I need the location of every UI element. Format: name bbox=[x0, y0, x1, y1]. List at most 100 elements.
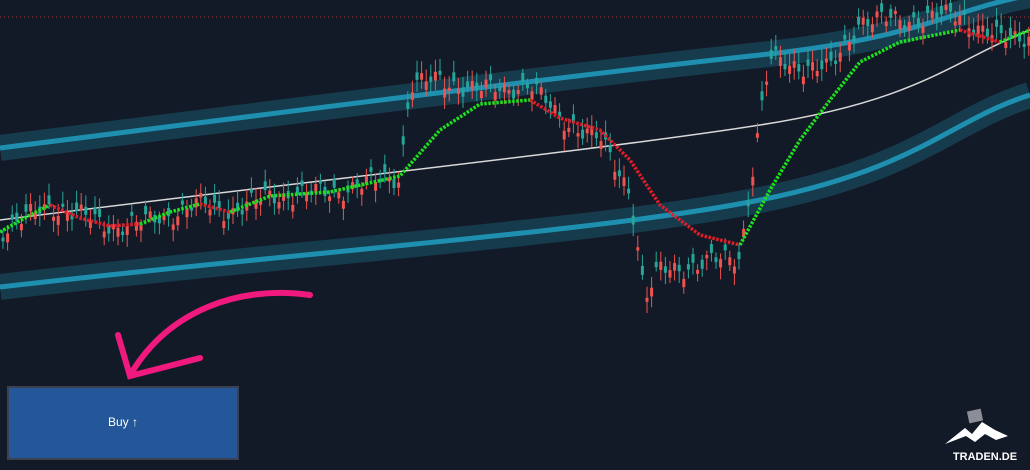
candle-body bbox=[838, 52, 842, 62]
candle-body bbox=[470, 80, 474, 89]
candle-body bbox=[6, 233, 10, 243]
candle-body bbox=[723, 244, 727, 251]
candle-body bbox=[153, 214, 157, 223]
candle-body bbox=[360, 188, 364, 195]
candle-body bbox=[15, 212, 19, 222]
logo-text: TRADEN.DE bbox=[953, 451, 1017, 463]
candle-body bbox=[185, 208, 189, 218]
signal-up bbox=[139, 202, 201, 226]
candle-body bbox=[682, 278, 686, 288]
candle-body bbox=[857, 16, 861, 25]
candle-body bbox=[125, 225, 129, 235]
candle-body bbox=[926, 5, 930, 14]
candle-body bbox=[755, 133, 759, 138]
candle-body bbox=[277, 202, 281, 209]
candle-body bbox=[958, 15, 962, 25]
candle-body bbox=[111, 224, 115, 230]
candle-body bbox=[79, 204, 83, 211]
buy-button[interactable]: Buy ↑ bbox=[7, 386, 239, 460]
candle-body bbox=[56, 215, 60, 225]
buy-button-bg[interactable] bbox=[7, 386, 239, 460]
candle-body bbox=[498, 86, 502, 91]
candle-body bbox=[627, 188, 631, 194]
candle-body bbox=[406, 102, 410, 109]
candle-body bbox=[1, 237, 5, 242]
candle-body bbox=[705, 254, 709, 259]
candle-body bbox=[226, 210, 230, 219]
candle-body bbox=[953, 21, 957, 26]
candle-body bbox=[898, 20, 902, 30]
candle-body bbox=[852, 35, 856, 42]
logo-note bbox=[966, 408, 984, 424]
candle-body bbox=[139, 225, 143, 231]
candle-body bbox=[392, 179, 396, 189]
candle-body bbox=[985, 28, 989, 37]
candle-body bbox=[553, 105, 557, 114]
signal-down bbox=[959, 28, 1001, 44]
candle-body bbox=[507, 90, 511, 94]
candle-body bbox=[590, 126, 594, 136]
candle-body bbox=[199, 192, 203, 198]
candle-body bbox=[374, 181, 378, 191]
candle-body bbox=[429, 76, 433, 82]
candle-body bbox=[171, 224, 175, 230]
candle-body bbox=[1008, 27, 1012, 37]
candle-body bbox=[176, 216, 180, 226]
candle-body bbox=[259, 200, 263, 205]
candle-body bbox=[521, 72, 525, 82]
candle-body bbox=[778, 57, 782, 66]
candle-body bbox=[268, 190, 272, 196]
candle-body bbox=[98, 209, 102, 217]
candle-body bbox=[484, 79, 488, 88]
candle-body bbox=[65, 211, 69, 221]
candle-body bbox=[659, 261, 663, 270]
candle-body bbox=[461, 88, 465, 97]
candle-body bbox=[47, 195, 51, 205]
candle-body bbox=[571, 114, 575, 124]
candle-body bbox=[369, 167, 373, 172]
candle-body bbox=[562, 130, 566, 140]
candle-body bbox=[548, 101, 552, 108]
candle-body bbox=[581, 129, 585, 139]
lower-band bbox=[0, 92, 1030, 290]
candle-body bbox=[962, 11, 966, 15]
candle-body bbox=[815, 70, 819, 77]
candle-body bbox=[921, 26, 925, 33]
signal-down bbox=[199, 202, 231, 214]
candle-body bbox=[811, 62, 815, 71]
signal-up bbox=[738, 28, 961, 246]
candle-body bbox=[148, 211, 152, 218]
candle-body bbox=[884, 21, 888, 27]
candle-body bbox=[433, 71, 437, 81]
candle-body bbox=[700, 259, 704, 269]
candle-body bbox=[806, 59, 810, 66]
candle-body bbox=[622, 177, 626, 186]
signal-down bbox=[49, 203, 141, 228]
candle-body bbox=[387, 177, 391, 182]
candle-body bbox=[70, 214, 74, 220]
candle-body bbox=[999, 25, 1003, 34]
candle-body bbox=[438, 70, 442, 75]
buy-button-label[interactable]: Buy ↑ bbox=[108, 415, 138, 429]
candle-body bbox=[328, 196, 332, 202]
candle-body bbox=[144, 205, 148, 215]
candle-body bbox=[84, 206, 88, 215]
candle-body bbox=[383, 164, 387, 174]
candle-body bbox=[397, 182, 401, 188]
candle-body bbox=[516, 89, 520, 94]
candle-body bbox=[217, 200, 221, 208]
candle-body bbox=[236, 202, 240, 212]
candle-body bbox=[691, 253, 695, 263]
upper-band bbox=[0, 0, 1018, 151]
candle-body bbox=[337, 192, 341, 199]
candle-body bbox=[631, 215, 635, 225]
candle-body bbox=[719, 258, 723, 268]
candle-body bbox=[939, 6, 943, 15]
candle-body bbox=[203, 196, 207, 206]
candle-body bbox=[880, 3, 884, 12]
candle-body bbox=[167, 208, 171, 217]
candle-body bbox=[668, 270, 672, 278]
candle-body bbox=[291, 204, 295, 212]
candle-body bbox=[33, 212, 37, 219]
